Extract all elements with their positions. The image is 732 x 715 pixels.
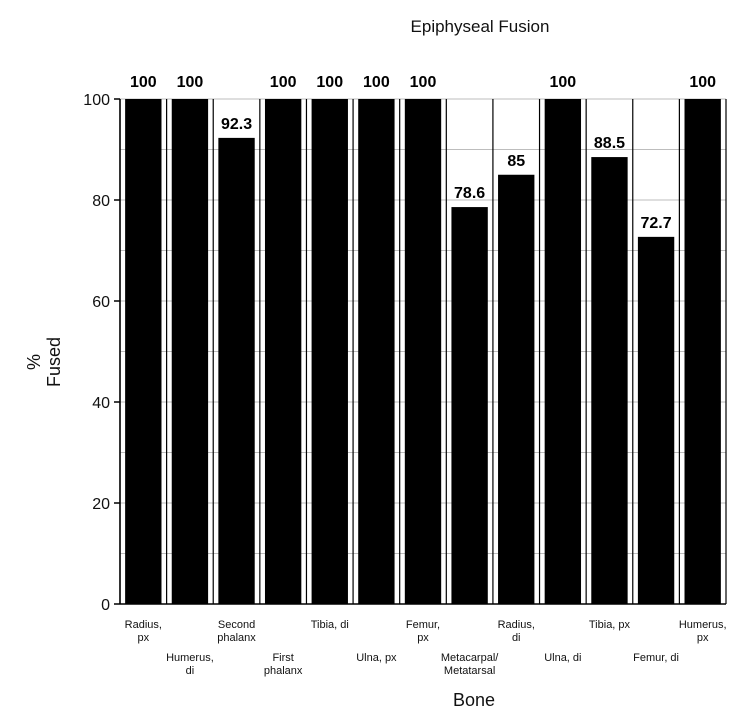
- data-label: 72.7: [641, 215, 672, 232]
- category-label: Tibia, px: [589, 619, 631, 631]
- data-label: 100: [549, 74, 576, 91]
- category-label: Humerus, di: [166, 652, 214, 677]
- bar: [264, 99, 302, 604]
- x-axis-label: Bone: [453, 690, 495, 710]
- y-tick-label: 80: [92, 193, 110, 210]
- category-label: Ulna, di: [544, 652, 581, 664]
- category-label: First phalanx: [264, 652, 303, 677]
- bar: [451, 207, 488, 604]
- bar: [171, 99, 209, 604]
- bar: [358, 99, 395, 604]
- bar: [311, 99, 348, 604]
- category-label: Humerus, px: [679, 619, 727, 644]
- category-label: Radius, px: [125, 619, 162, 644]
- y-tick-label: 20: [92, 496, 110, 513]
- category-label: Tibia, di: [311, 619, 349, 631]
- y-tick-label: 100: [83, 92, 110, 109]
- chart-title: Epiphyseal Fusion: [411, 17, 550, 36]
- category-label: Second phalanx: [217, 619, 256, 644]
- data-label: 78.6: [454, 185, 485, 202]
- bar: [125, 99, 162, 604]
- y-axis-label: %Fused: [24, 337, 64, 387]
- data-label: 100: [689, 74, 716, 91]
- category-label: Femur, di: [633, 652, 679, 664]
- bar: [591, 157, 628, 604]
- y-tick-label: 60: [92, 294, 110, 311]
- data-label: 100: [130, 74, 157, 91]
- data-label: 100: [177, 74, 204, 91]
- bar: [544, 99, 582, 604]
- y-tick-label: 0: [101, 597, 110, 614]
- data-label: 92.3: [221, 116, 252, 133]
- data-label: 100: [316, 74, 343, 91]
- category-label: Metacarpal/Metatarsal: [441, 652, 499, 677]
- category-label: Femur, px: [406, 619, 440, 644]
- bars: [125, 99, 721, 605]
- bar: [218, 137, 255, 604]
- data-label: 88.5: [594, 135, 625, 152]
- data-labels: 100 100 92.3 100 100 100 100 78.6 85 100 88.5 72.7 1…: [130, 74, 716, 232]
- bar: [637, 236, 675, 605]
- data-label: 100: [410, 74, 437, 91]
- y-tick-labels: 0 20 40 60 80 100: [83, 92, 110, 614]
- category-label: Ulna, px: [356, 652, 397, 664]
- data-label: 100: [270, 74, 297, 91]
- data-label: 100: [363, 74, 390, 91]
- category-label: Radius, di: [498, 619, 535, 644]
- axes: [114, 98, 726, 605]
- bar: [498, 174, 535, 604]
- bar: [684, 99, 721, 604]
- bar: [404, 99, 442, 604]
- data-label: 85: [507, 153, 525, 170]
- y-tick-label: 40: [92, 395, 110, 412]
